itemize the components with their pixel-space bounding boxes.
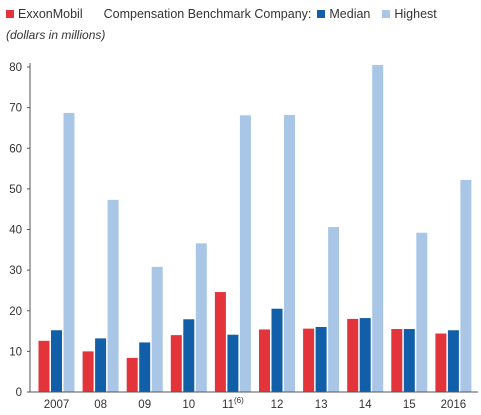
x-tick-footnote-marker: (6) — [234, 396, 244, 405]
y-tick-label: 20 — [9, 306, 22, 318]
legend-swatch-highest — [382, 10, 391, 18]
bar-median-15 — [403, 329, 415, 392]
bars — [38, 64, 472, 393]
legend-swatch-median — [317, 10, 326, 18]
bar-highest-08 — [107, 199, 119, 392]
bar-exxon-14 — [347, 318, 359, 393]
bar-highest-11 — [239, 115, 251, 392]
x-tick-label-text: 2016 — [441, 399, 467, 411]
unit-note: (dollars in millions) — [6, 28, 106, 42]
bar-exxon-15 — [391, 329, 403, 392]
x-tick-label-text: 2007 — [44, 399, 70, 411]
y-tick-label: 50 — [9, 184, 22, 196]
bar-median-09 — [139, 342, 151, 392]
bar-median-12 — [271, 308, 283, 392]
legend-benchmark-label: Compensation Benchmark Company: — [103, 7, 312, 21]
bar-median-08 — [95, 338, 107, 393]
bar-median-11 — [227, 334, 239, 392]
bar-highest-2016 — [460, 179, 472, 392]
y-tick-label: 30 — [9, 265, 22, 277]
bar-median-14 — [359, 318, 371, 392]
legend-label-median: Median — [329, 7, 371, 21]
bar-highest-12 — [284, 114, 295, 392]
x-tick-label: 09 — [138, 399, 151, 411]
bar-highest-14 — [372, 64, 384, 392]
x-tick-label-text: 11 — [222, 399, 234, 411]
bar-exxon-12 — [259, 329, 270, 392]
bar-exxon-13 — [303, 328, 315, 393]
y-tick-label: 40 — [9, 225, 22, 237]
y-axis: 0 10 20 30 40 50 60 70 80 — [9, 62, 31, 399]
x-tick-label-text: 13 — [315, 399, 328, 411]
legend-swatch-exxon — [6, 10, 14, 18]
bar-median-10 — [183, 319, 195, 392]
x-tick-label: 12 — [271, 399, 284, 411]
x-tick-label: 14 — [359, 399, 372, 411]
x-tick-label: 13 — [315, 399, 328, 411]
x-tick-label-text: 09 — [138, 399, 151, 411]
bar-highest-13 — [328, 227, 340, 392]
bar-median-2016 — [447, 330, 459, 392]
x-tick-label-text: 14 — [359, 399, 372, 411]
x-tick-label-text: 12 — [271, 399, 284, 411]
x-tick-label: 2016 — [441, 399, 467, 411]
y-tick-label: 10 — [9, 346, 22, 358]
x-tick-label: 15 — [403, 399, 416, 411]
legend-item-exxon: ExxonMobil — [6, 7, 83, 21]
x-tick-label: 2007 — [44, 399, 70, 411]
bar-highest-2007 — [63, 112, 75, 392]
bar-median-2007 — [51, 330, 62, 392]
y-tick-label: 0 — [16, 387, 22, 399]
bar-exxon-2016 — [435, 333, 447, 392]
x-tick-label-text: 10 — [182, 399, 195, 411]
bar-exxon-11 — [214, 292, 226, 392]
y-tick-label: 70 — [9, 103, 22, 115]
x-tick-label: 08 — [94, 399, 107, 411]
bar-highest-09 — [151, 266, 163, 393]
x-tick-label-text: 15 — [403, 399, 416, 411]
bar-exxon-10 — [170, 335, 182, 393]
bar-exxon-09 — [126, 357, 138, 393]
y-tick-label: 80 — [9, 62, 22, 74]
legend-item-median: Median — [317, 7, 370, 21]
bar-highest-10 — [195, 243, 207, 392]
bar-exxon-2007 — [38, 340, 50, 392]
x-tick-label-text: 08 — [94, 399, 107, 411]
legend-label-exxon: ExxonMobil — [18, 7, 83, 21]
x-tick-label: 11(6) — [222, 396, 244, 411]
y-tick-label: 60 — [9, 143, 22, 155]
chart-legend: ExxonMobil Compensation Benchmark Compan… — [6, 5, 437, 23]
bar-median-13 — [315, 327, 327, 392]
legend-label-highest: Highest — [394, 7, 437, 21]
bar-highest-15 — [416, 232, 428, 392]
legend-item-highest: Highest — [382, 7, 437, 21]
x-tick-label: 10 — [182, 399, 195, 411]
bar-exxon-08 — [82, 351, 94, 393]
x-axis: 2007 08 09 10 11(6) 12 13 14 15 2016 — [30, 391, 478, 411]
